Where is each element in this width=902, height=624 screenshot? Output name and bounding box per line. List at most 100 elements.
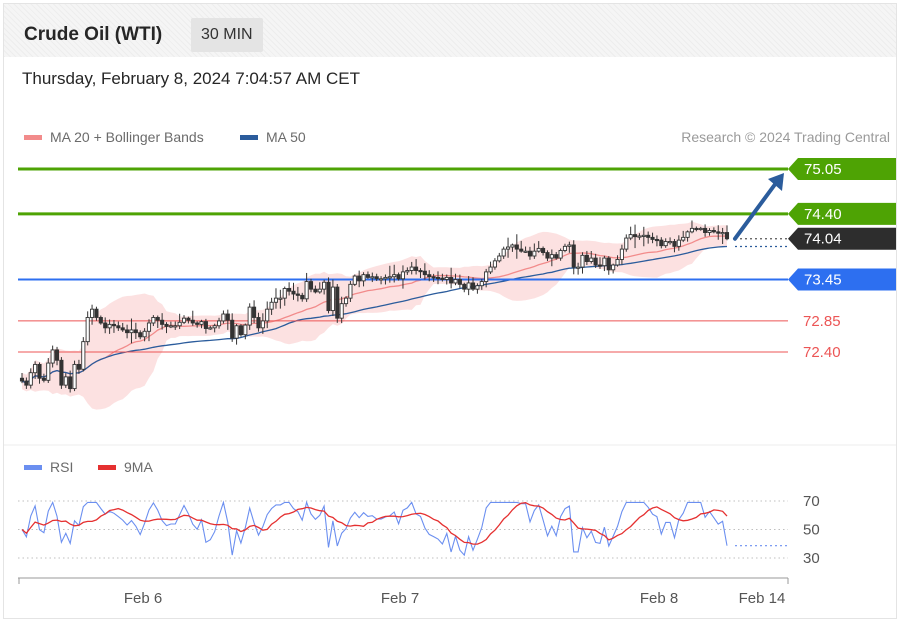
candle [116,321,121,331]
candle-body [462,283,467,290]
ma20-line [21,235,728,384]
candle-body [265,308,270,322]
candle-body [475,285,480,290]
candle [431,273,436,282]
candle [247,303,252,330]
candle-body [85,317,90,343]
candle-body [46,362,51,381]
candle [624,234,629,252]
candle [190,310,195,326]
candle-body [554,254,559,259]
candle-body [479,281,484,287]
candle [716,225,721,240]
candle-body [90,308,95,318]
candle [238,324,243,337]
candle [155,315,160,328]
candle-body [33,363,38,374]
candle-body [497,255,502,262]
candle-body [326,281,331,312]
candle-body [295,293,300,296]
candle-body [370,276,375,279]
candle [392,264,397,283]
candle [90,304,95,325]
candle-body [527,250,533,257]
candle [711,227,716,234]
candle-body [238,325,243,336]
candle [405,267,410,275]
level-tag-74-04 [788,227,896,250]
instrument-title: Crude Oil (WTI) [24,24,163,45]
candle [519,240,524,253]
candle [466,276,471,296]
candle-body [107,323,112,329]
candle-body [510,244,515,248]
candle [33,361,38,379]
candle [453,273,458,286]
candle-body [444,276,449,280]
candle-body [352,275,357,285]
candle [37,362,42,384]
level-tag-73-45 [788,268,896,291]
candle-body [597,264,603,267]
candle [111,319,117,333]
candle-body [54,349,60,361]
candle [576,262,581,275]
candle-body [19,377,25,382]
candle [335,283,340,323]
x-tick-label: Feb 8 [640,590,678,607]
candle-body [199,321,204,325]
chart-frame [3,3,897,619]
candle-body [637,235,642,238]
candle-body [392,274,397,278]
candle [611,263,616,274]
candle [19,373,25,384]
candle [221,310,226,324]
candle-body [133,329,138,334]
level-lines-layer [18,167,788,353]
candle-body [532,250,537,257]
candle-body [641,234,646,237]
candle-body [24,380,29,386]
candle-body [698,227,703,231]
candle [641,226,646,247]
candle-body [348,283,353,299]
candle [199,319,204,329]
candle [488,261,493,275]
candle-body [41,377,46,381]
candle-body [615,259,620,266]
candle-body [418,270,423,273]
candle [370,272,375,283]
candle [545,250,550,262]
candle-body [632,234,638,238]
candle-body [619,248,624,260]
candle-body [379,278,384,281]
candle-body [221,313,226,322]
candle [584,250,589,266]
candle [177,313,182,330]
candle-body [234,325,239,339]
candle [50,345,55,368]
candle-body [81,341,86,370]
candle-body [50,349,55,364]
candle [120,322,125,332]
candle-body [72,363,77,390]
legend-rsi: RSI [24,459,73,475]
candle-body [103,322,108,329]
candle-body [195,322,200,325]
candle [506,237,511,258]
candle [85,311,90,346]
candle [287,282,292,296]
level-tag-75-05 [788,158,896,180]
candle-body [76,363,81,370]
candle [225,309,230,330]
candle [689,220,695,234]
candle [133,322,138,340]
interval-badge[interactable]: 30 MIN [191,18,263,52]
candle-body [304,281,309,300]
candle [142,328,147,342]
candle [330,279,335,317]
candle [422,263,427,280]
candle-body [668,241,673,244]
candle [94,306,99,321]
candle [396,272,401,281]
